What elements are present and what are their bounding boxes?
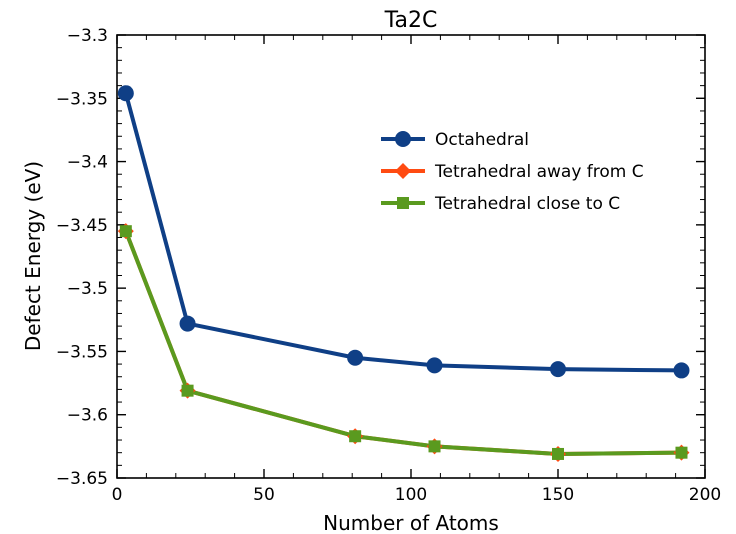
y-tick-label: −3.3 bbox=[67, 26, 108, 46]
y-tick-label: −3.5 bbox=[67, 279, 108, 299]
plot-area: 0 50 100 150 200 −3.65 −3.6 −3.55 −3.5 −3.45 −3.4… bbox=[56, 26, 721, 505]
series-line-1 bbox=[123, 230, 682, 456]
data-point-series-0 bbox=[550, 361, 566, 378]
series-markers bbox=[117, 85, 690, 462]
x-tick-label: 0 bbox=[112, 485, 123, 505]
y-tick-label: −3.45 bbox=[56, 216, 108, 236]
data-point-series-0 bbox=[347, 349, 364, 366]
x-tick-label: 50 bbox=[253, 485, 275, 505]
series-lines bbox=[123, 92, 682, 456]
legend-label-1: Tetrahedral away from C bbox=[434, 162, 644, 182]
data-point-series-0 bbox=[673, 362, 690, 379]
x-axis-label: Number of Atoms bbox=[323, 511, 499, 534]
data-point-series-0 bbox=[117, 85, 134, 102]
data-point-series-2 bbox=[349, 430, 362, 443]
data-point-series-2 bbox=[552, 447, 564, 460]
y-tick-label: −3.65 bbox=[56, 469, 108, 489]
y-tick-label: −3.6 bbox=[67, 406, 108, 426]
legend: Octahedral Tetrahedral away from C Tetrahe… bbox=[381, 130, 644, 214]
legend-label-2: Tetrahedral close to C bbox=[434, 194, 620, 214]
data-point-series-2 bbox=[675, 446, 688, 459]
minor-ticks bbox=[117, 35, 705, 478]
chart-title: Ta2C bbox=[384, 8, 438, 33]
plot-frame bbox=[116, 34, 706, 479]
legend-marker-2 bbox=[397, 197, 409, 209]
y-axis-label: Defect Energy (eV) bbox=[21, 161, 45, 351]
data-point-series-2 bbox=[181, 384, 194, 397]
series-line-2 bbox=[123, 230, 682, 456]
data-point-series-2 bbox=[428, 440, 441, 453]
data-point-series-2 bbox=[119, 225, 132, 238]
x-tick-label: 150 bbox=[542, 485, 574, 505]
data-point-series-0 bbox=[179, 315, 196, 332]
x-tick-label: 100 bbox=[395, 485, 427, 505]
legend-marker-1 bbox=[395, 163, 411, 179]
x-axis-ticks: 0 50 100 150 200 bbox=[112, 35, 721, 505]
x-tick-label: 200 bbox=[689, 485, 721, 505]
data-point-series-0 bbox=[426, 357, 443, 374]
legend-label-0: Octahedral bbox=[435, 130, 529, 150]
series-line-0 bbox=[123, 92, 682, 373]
legend-marker-0 bbox=[395, 131, 411, 147]
y-tick-label: −3.4 bbox=[67, 153, 108, 173]
y-axis-ticks: −3.65 −3.6 −3.55 −3.5 −3.45 −3.4 −3.35 −3.3 bbox=[56, 26, 705, 489]
y-tick-label: −3.35 bbox=[56, 89, 108, 109]
y-tick-label: −3.55 bbox=[56, 342, 108, 362]
